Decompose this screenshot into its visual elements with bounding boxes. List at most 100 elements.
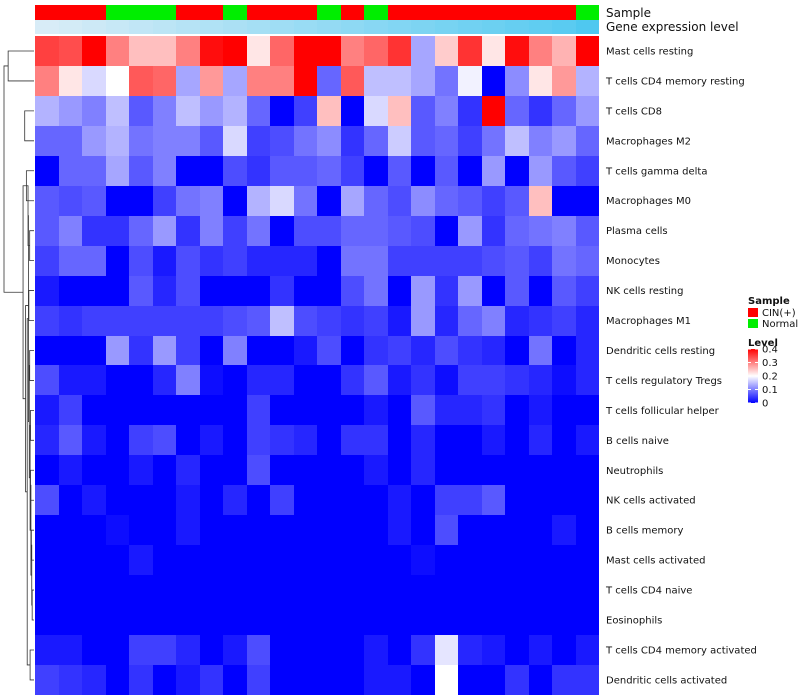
heatmap-cell: [529, 365, 552, 395]
heatmap-cell: [529, 605, 552, 635]
heatmap-cell: [317, 455, 341, 485]
heatmap-cell: [317, 485, 341, 515]
sample-annotation-cell: [317, 5, 341, 20]
heatmap-cell: [529, 186, 552, 216]
heatmap-cell: [294, 395, 317, 425]
heatmap-cell: [176, 395, 200, 425]
legend-tick-label: 0.2: [762, 372, 778, 383]
expression-annotation-cell: [35, 20, 59, 34]
heatmap-cell: [364, 306, 388, 336]
heatmap-cell: [552, 545, 576, 575]
heatmap-cell: [505, 365, 529, 395]
heatmap-cell: [435, 605, 458, 635]
heatmap-cell: [176, 276, 200, 306]
heatmap-cell: [364, 156, 388, 186]
heatmap-cell: [294, 515, 317, 545]
heatmap-cell: [482, 425, 505, 455]
heatmap-cell: [552, 665, 576, 695]
heatmap-cell: [59, 126, 82, 156]
heatmap-cell: [341, 515, 364, 545]
heatmap-cell: [176, 665, 200, 695]
heatmap-cell: [82, 306, 106, 336]
sample-annotation-cell: [388, 5, 411, 20]
heatmap-cell: [247, 635, 270, 665]
heatmap-cell: [435, 395, 458, 425]
expression-annotation-cell: [270, 20, 294, 34]
heatmap-cell: [270, 216, 294, 246]
heatmap-cell: [388, 186, 411, 216]
heatmap-cell: [458, 96, 482, 126]
heatmap-cell: [482, 156, 505, 186]
heatmap-cell: [341, 395, 364, 425]
dendrogram-branch: [7, 50, 34, 82]
heatmap-cell: [529, 156, 552, 186]
heatmap-cell: [482, 665, 505, 695]
row-label: Neutrophils: [606, 466, 663, 477]
heatmap-cell: [482, 336, 505, 365]
heatmap-cell: [411, 66, 435, 96]
heatmap-cell: [247, 425, 270, 455]
heatmap-cell: [529, 216, 552, 246]
heatmap-cell: [411, 425, 435, 455]
expression-annotation-cell: [129, 20, 153, 34]
heatmap-cell: [106, 96, 129, 126]
legend-tick-label: 0.1: [762, 385, 778, 396]
heatmap-cell: [270, 545, 294, 575]
row-label: B cells naive: [606, 436, 669, 447]
heatmap-cell: [247, 515, 270, 545]
heatmap-cell: [270, 485, 294, 515]
heatmap-cell: [223, 395, 247, 425]
heatmap-cell: [247, 545, 270, 575]
expression-annotation-cell: [529, 20, 552, 34]
heatmap-cell: [294, 246, 317, 276]
heatmap-cell: [223, 425, 247, 455]
heatmap-cell: [505, 425, 529, 455]
heatmap-cell: [106, 186, 129, 216]
heatmap-cell: [35, 485, 59, 515]
heatmap-cell: [59, 36, 82, 66]
expression-annotation-cell: [505, 20, 529, 34]
heatmap-cell: [552, 186, 576, 216]
heatmap-cell: [35, 276, 59, 306]
row-label: Mast cells activated: [606, 556, 705, 567]
heatmap-cell: [576, 515, 599, 545]
sample-annotation-cell: [341, 5, 364, 20]
legend-label-normal: Normal: [762, 319, 798, 330]
heatmap-cell: [364, 635, 388, 665]
legend-tick-label: 0.3: [762, 358, 778, 369]
heatmap-cell: [247, 246, 270, 276]
heatmap-cell: [153, 156, 176, 186]
heatmap-cell: [552, 395, 576, 425]
heatmap-cell: [176, 336, 200, 365]
heatmap-cell: [270, 455, 294, 485]
heatmap-cell: [153, 635, 176, 665]
heatmap-cell: [411, 575, 435, 605]
expression-annotation-cell: [576, 20, 599, 34]
heatmap-cell: [576, 96, 599, 126]
heatmap-cell: [106, 365, 129, 395]
expression-annotation-cell: [294, 20, 317, 34]
heatmap-cell: [82, 425, 106, 455]
heatmap-cell: [153, 455, 176, 485]
row-label: NK cells resting: [606, 286, 683, 297]
heatmap-cell: [82, 36, 106, 66]
heatmap-cell: [505, 336, 529, 365]
row-label: Mast cells resting: [606, 47, 693, 58]
heatmap-cell: [247, 126, 270, 156]
heatmap-cell: [200, 605, 223, 635]
row-label: Macrophages M2: [606, 136, 691, 147]
sample-annotation-cell: [270, 5, 294, 20]
heatmap-cell: [388, 96, 411, 126]
heatmap-cell: [270, 336, 294, 365]
sample-annotation-cell: [223, 5, 247, 20]
heatmap-cell: [317, 66, 341, 96]
heatmap-cell: [388, 545, 411, 575]
heatmap-cell: [129, 605, 153, 635]
heatmap-cell: [176, 156, 200, 186]
heatmap-cell: [341, 605, 364, 635]
heatmap-cell: [223, 276, 247, 306]
heatmap-cell: [435, 425, 458, 455]
heatmap-cell: [82, 545, 106, 575]
heatmap-cell: [35, 246, 59, 276]
heatmap-cell: [388, 246, 411, 276]
